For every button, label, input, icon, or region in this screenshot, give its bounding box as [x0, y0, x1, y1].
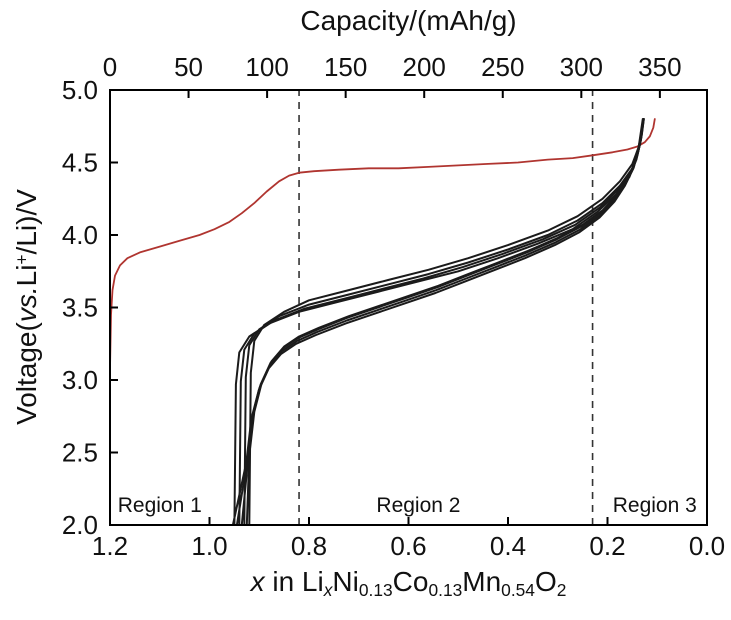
top-axis-title: Capacity/(mAh/g): [300, 5, 517, 36]
top-tick-label: 150: [324, 52, 367, 82]
region-label: Region 1: [117, 494, 202, 517]
top-tick-label: 100: [245, 52, 288, 82]
axis-title-segment: vs.: [11, 286, 42, 323]
series-cycle-2: [240, 118, 645, 526]
series-cycle-4: [231, 118, 644, 526]
axis-title-segment: +: [11, 254, 32, 265]
bottom-tick-label: 0.2: [589, 531, 625, 561]
top-tick-label: 200: [403, 52, 446, 82]
left-tick-label: 3.5: [62, 293, 98, 323]
axis-title-segment: in Li: [264, 566, 324, 597]
left-tick-label: 5.0: [62, 75, 98, 105]
left-tick-label: 2.5: [62, 438, 98, 468]
top-tick-label: 250: [481, 52, 524, 82]
bottom-tick-label: 1.2: [92, 531, 128, 561]
series-first-charge: [109, 118, 656, 370]
axis-title-segment: Co: [392, 566, 429, 597]
y-axis-title: Voltage(vs.Li+/Li)/V: [11, 189, 43, 425]
bottom-tick-label: 0.6: [390, 531, 426, 561]
top-tick-label: 300: [560, 52, 603, 82]
bottom-tick-label: 1.0: [191, 531, 227, 561]
left-tick-label: 3.0: [62, 365, 98, 395]
axis-title-segment: 0.54: [501, 580, 535, 601]
bottom-axis-title: x in LixNi0.13Co0.13Mn0.54O2: [110, 566, 707, 601]
axis-title-segment: Voltage(: [11, 322, 42, 425]
plot-frame: [109, 89, 708, 526]
top-tick-label: 350: [638, 52, 681, 82]
axis-title-segment: x: [323, 580, 333, 601]
axis-title-segment: 2: [556, 580, 567, 601]
bottom-tick-label: 0.8: [291, 531, 327, 561]
bottom-tick-label: 0.4: [490, 531, 526, 561]
axis-title-segment: Ni: [332, 566, 359, 597]
left-tick-label: 4.5: [62, 148, 98, 178]
axis-title-segment: Mn: [462, 566, 502, 597]
axis-title-segment: /Li)/V: [11, 189, 42, 255]
series-cycle-1: [245, 118, 645, 526]
region-label: Region 3: [612, 494, 697, 517]
bottom-tick-label: 0.0: [689, 531, 725, 561]
axis-title-segment: 0.13: [358, 580, 393, 601]
axis-title-segment: x: [250, 566, 265, 597]
axis-title-segment: O: [534, 566, 557, 597]
left-tick-label: 2.0: [62, 510, 98, 540]
region-label: Region 2: [376, 494, 461, 517]
axis-title-segment: 0.13: [428, 580, 463, 601]
left-tick-label: 4.0: [62, 220, 98, 250]
top-tick-label: 50: [174, 52, 203, 82]
axis-title-segment: Li: [11, 264, 42, 287]
top-tick-label: 0: [103, 52, 117, 82]
series-cycle-3: [235, 118, 645, 526]
